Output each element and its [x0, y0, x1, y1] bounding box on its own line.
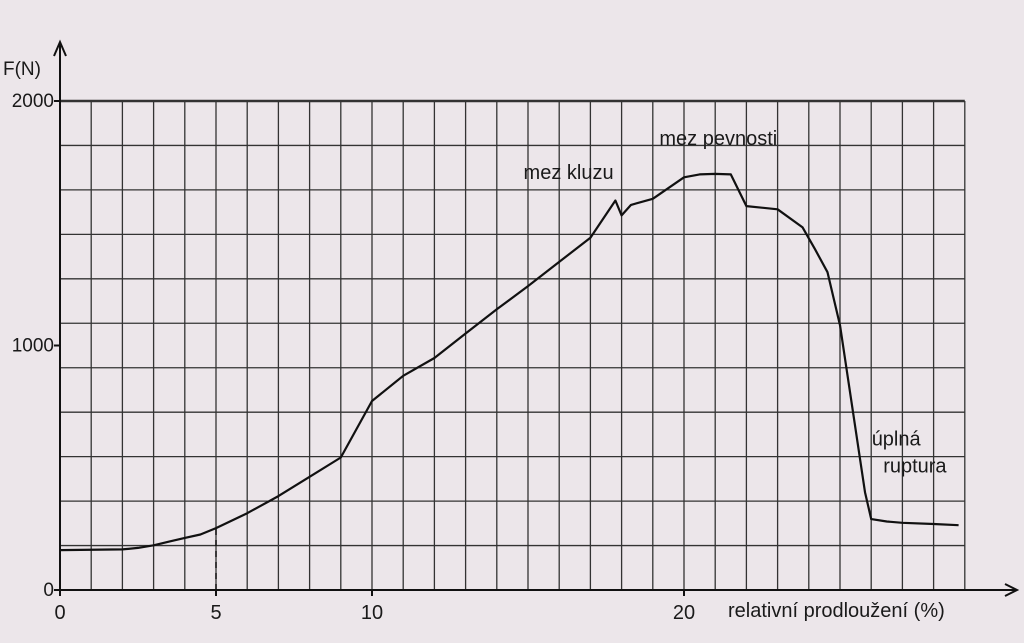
y-tick-label: 2000: [12, 91, 54, 112]
x-tick-label: 10: [361, 602, 383, 624]
x-axis-label: relativní prodloužení (%): [728, 600, 945, 622]
y-tick-label: 1000: [12, 336, 54, 357]
x-axis-arrow-icon: [1004, 583, 1020, 597]
annotation-label: úplná: [872, 429, 922, 451]
axis-ticks: 0 1000 2000 0 5 10 20: [12, 91, 695, 624]
annotation-label: mez pevnosti: [659, 128, 777, 150]
y-axis-label: F(N): [3, 59, 41, 80]
force-elongation-curve: [59, 172, 959, 552]
x-tick-label: 0: [54, 602, 65, 624]
annotation-label: ruptura: [883, 456, 947, 478]
chart-grid: [60, 99, 966, 590]
annotations: mez kluzu mez pevnosti úplná ruptura: [524, 128, 948, 478]
annotation-label: mez kluzu: [524, 162, 614, 184]
y-tick-label: 0: [43, 580, 54, 601]
x-tick-label: 5: [210, 602, 221, 624]
axes: [53, 39, 1020, 597]
x-tick-label: 20: [673, 602, 695, 624]
y-axis-arrow-icon: [53, 39, 67, 57]
